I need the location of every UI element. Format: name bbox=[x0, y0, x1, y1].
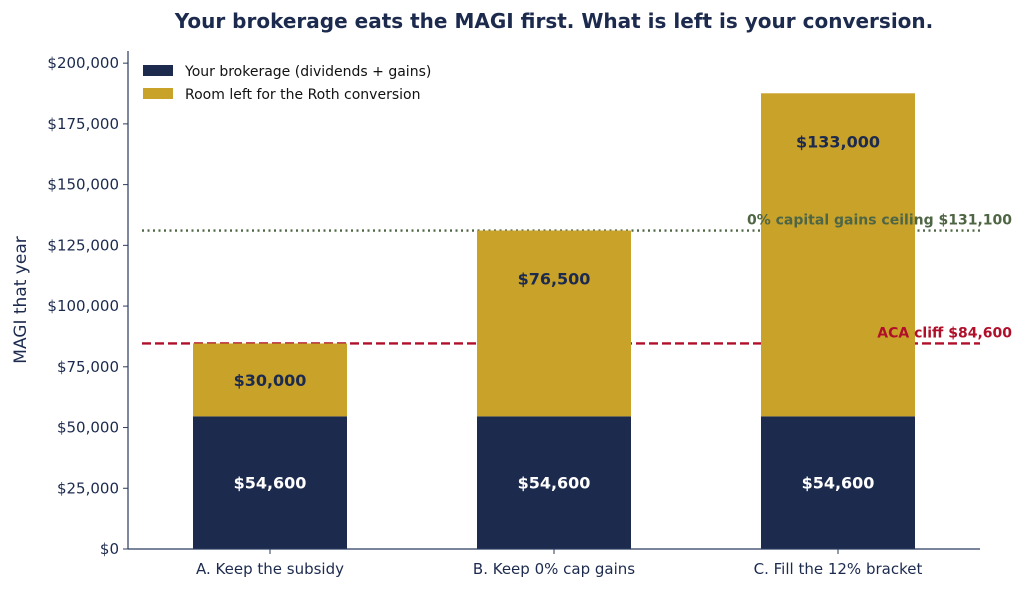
legend-label-2: Room left for the Roth conversion bbox=[185, 87, 420, 103]
bar-brokerage-1 bbox=[193, 416, 347, 549]
y-tick-label-6: $125,000 bbox=[47, 236, 119, 254]
y-tick-label-7: $150,000 bbox=[47, 176, 119, 194]
x-tick-label-1: A. Keep the subsidy bbox=[196, 560, 344, 578]
y-tick-label-3: $50,000 bbox=[57, 419, 119, 437]
bar-brokerage-3 bbox=[761, 416, 915, 549]
legend: Your brokerage (dividends + gains) Room l… bbox=[143, 64, 431, 103]
data-label-conversion-2: $76,500 bbox=[518, 270, 591, 289]
data-label-brokerage-3: $54,600 bbox=[802, 474, 875, 493]
legend-swatch-1 bbox=[143, 65, 173, 76]
reference-label-2: ACA cliff $84,600 bbox=[877, 325, 1012, 341]
data-label-brokerage-2: $54,600 bbox=[518, 474, 591, 493]
y-tick-label-1: $0 bbox=[100, 540, 119, 558]
y-ticks: $0 $25,000 $50,000 $75,000 $100,000 $125,000 $… bbox=[47, 54, 128, 558]
bar-brokerage-2 bbox=[477, 416, 631, 549]
legend-swatch-2 bbox=[143, 88, 173, 99]
data-label-brokerage-1: $54,600 bbox=[234, 474, 307, 493]
bar-conversion-2 bbox=[477, 230, 631, 417]
data-label-conversion-3: $133,000 bbox=[796, 132, 880, 151]
y-tick-label-8: $175,000 bbox=[47, 115, 119, 133]
data-label-conversion-1: $30,000 bbox=[234, 371, 307, 390]
y-axis-label: MAGI that year bbox=[11, 236, 31, 363]
y-tick-label-9: $200,000 bbox=[47, 54, 119, 72]
y-tick-label-4: $75,000 bbox=[57, 358, 119, 376]
legend-label-1: Your brokerage (dividends + gains) bbox=[184, 64, 431, 80]
x-ticks: A. Keep the subsidy B. Keep 0% cap gains C… bbox=[196, 549, 922, 578]
bar-conversion-1 bbox=[193, 343, 347, 417]
reference-label-1: 0% capital gains ceiling $131,100 bbox=[747, 213, 1012, 229]
bar-labels: $54,600 $30,000 $54,600 $76,500 $54,600 $133,… bbox=[234, 132, 1013, 492]
y-tick-label-2: $25,000 bbox=[57, 479, 119, 497]
bar-conversion-3 bbox=[761, 93, 915, 417]
bars bbox=[193, 93, 915, 549]
x-tick-label-3: C. Fill the 12% bracket bbox=[754, 560, 923, 578]
y-tick-label-5: $100,000 bbox=[47, 297, 119, 315]
x-tick-label-2: B. Keep 0% cap gains bbox=[473, 560, 635, 578]
chart-title: Your brokerage eats the MAGI first. What… bbox=[174, 9, 934, 33]
